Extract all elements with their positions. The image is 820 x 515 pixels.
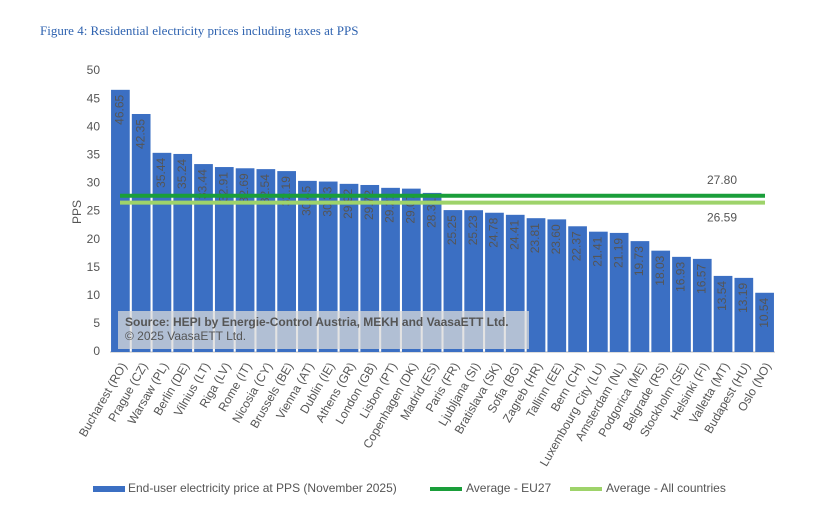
bar xyxy=(235,168,255,352)
data-label: 33.44 xyxy=(196,169,210,199)
bar xyxy=(609,232,629,352)
bar xyxy=(755,292,774,352)
y-tick-label: 30 xyxy=(87,176,101,190)
bar xyxy=(692,258,712,352)
data-label: 22.37 xyxy=(570,231,584,261)
average-label: 26.59 xyxy=(707,211,737,225)
y-tick-label: 5 xyxy=(93,316,100,330)
data-label: 24.78 xyxy=(487,217,501,247)
data-label: 32.69 xyxy=(237,173,251,203)
bar xyxy=(298,180,317,352)
data-label: 46.65 xyxy=(113,95,127,125)
bar xyxy=(194,164,213,352)
bar xyxy=(256,169,276,352)
y-tick-label: 15 xyxy=(87,260,101,274)
data-label: 23.60 xyxy=(549,224,563,254)
data-label: 10.54 xyxy=(757,297,771,327)
bar xyxy=(339,183,359,352)
data-label: 19.73 xyxy=(632,246,646,276)
source-box xyxy=(118,311,529,349)
bar xyxy=(651,250,671,352)
y-tick-label: 20 xyxy=(87,232,101,246)
data-label: 29.07 xyxy=(404,193,418,223)
average-label: 27.80 xyxy=(707,173,737,187)
y-tick-label: 35 xyxy=(87,147,101,161)
data-label: 16.93 xyxy=(674,262,688,292)
data-label: 16.57 xyxy=(694,264,708,294)
y-axis-label: PPS xyxy=(70,200,84,224)
source-note: © 2025 VaasaETT Ltd. xyxy=(125,329,246,343)
legend-label: End-user electricity price at PPS (Novem… xyxy=(128,481,397,495)
data-label: 42.35 xyxy=(133,119,147,149)
data-label: 32.54 xyxy=(258,174,272,204)
chart-title: Figure 4: Residential electricity prices… xyxy=(40,23,358,38)
data-label: 35.24 xyxy=(175,159,189,189)
bar xyxy=(568,226,587,352)
data-label: 24.41 xyxy=(507,219,521,249)
data-label: 18.03 xyxy=(653,255,667,285)
bar xyxy=(111,89,130,353)
legend-label: Average - All countries xyxy=(606,481,726,495)
data-label: 13.19 xyxy=(736,283,750,313)
data-label: 21.41 xyxy=(591,236,605,266)
bar xyxy=(277,171,296,352)
data-label: 23.81 xyxy=(528,223,542,253)
data-label: 25.25 xyxy=(445,215,459,245)
bar xyxy=(734,277,754,352)
bar xyxy=(672,256,691,352)
legend-swatch xyxy=(93,486,125,492)
data-label: 29.21 xyxy=(383,193,397,223)
source-note: Source: HEPI by Energie-Control Austria,… xyxy=(125,315,509,329)
data-label: 25.23 xyxy=(466,215,480,245)
legend-label: Average - EU27 xyxy=(466,481,551,495)
bar xyxy=(526,218,546,352)
y-tick-label: 10 xyxy=(87,288,101,302)
y-tick-label: 50 xyxy=(87,63,101,77)
bar xyxy=(381,187,400,352)
bar xyxy=(318,181,338,352)
data-label: 13.54 xyxy=(715,281,729,311)
bar xyxy=(360,184,380,352)
bar xyxy=(547,219,567,352)
bar xyxy=(131,113,151,352)
data-label: 35.44 xyxy=(154,158,168,188)
data-label: 28.31 xyxy=(424,198,438,228)
data-label: 32.19 xyxy=(279,176,293,206)
y-tick-label: 0 xyxy=(93,344,100,358)
data-label: 21.19 xyxy=(611,238,625,268)
y-tick-label: 25 xyxy=(87,204,101,218)
y-tick-label: 45 xyxy=(87,91,101,105)
bar xyxy=(630,241,650,352)
bar xyxy=(214,167,234,352)
y-tick-label: 40 xyxy=(87,119,101,133)
bar xyxy=(589,231,608,352)
bar xyxy=(713,275,733,352)
